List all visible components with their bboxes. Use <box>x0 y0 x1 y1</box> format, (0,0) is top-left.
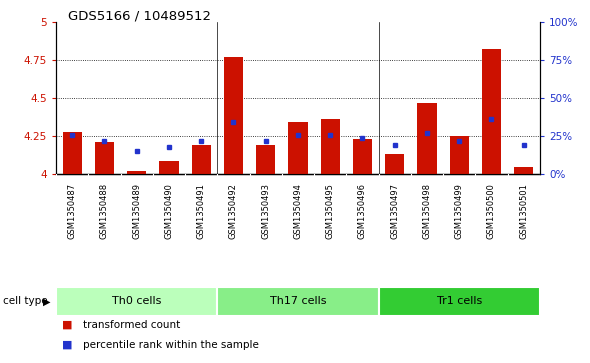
Text: GSM1350491: GSM1350491 <box>196 183 206 239</box>
Bar <box>385 154 404 174</box>
Text: GSM1350496: GSM1350496 <box>358 183 367 239</box>
Text: Th0 cells: Th0 cells <box>112 296 162 306</box>
Bar <box>289 122 307 174</box>
Text: GDS5166 / 10489512: GDS5166 / 10489512 <box>68 9 211 22</box>
Text: GSM1350492: GSM1350492 <box>229 183 238 239</box>
Bar <box>217 287 379 316</box>
Text: GSM1350494: GSM1350494 <box>293 183 303 239</box>
Text: GSM1350495: GSM1350495 <box>326 183 335 239</box>
Bar <box>159 160 179 174</box>
Bar <box>63 131 82 174</box>
Bar <box>256 145 276 174</box>
Bar <box>417 103 437 174</box>
Bar <box>224 57 243 174</box>
Text: GSM1350489: GSM1350489 <box>132 183 141 239</box>
Bar <box>353 139 372 174</box>
Text: GSM1350500: GSM1350500 <box>487 183 496 239</box>
Text: GSM1350501: GSM1350501 <box>519 183 528 239</box>
Text: GSM1350487: GSM1350487 <box>68 183 77 239</box>
Bar <box>56 287 217 316</box>
Text: GSM1350490: GSM1350490 <box>165 183 173 239</box>
Text: ■: ■ <box>62 340 73 350</box>
Bar <box>192 145 211 174</box>
Text: ▶: ▶ <box>42 296 50 306</box>
Bar <box>482 49 501 174</box>
Bar <box>320 119 340 174</box>
Text: ■: ■ <box>62 320 73 330</box>
Bar <box>95 142 114 174</box>
Bar <box>514 167 533 174</box>
Text: percentile rank within the sample: percentile rank within the sample <box>83 340 258 350</box>
Text: GSM1350498: GSM1350498 <box>422 183 431 239</box>
Text: Tr1 cells: Tr1 cells <box>437 296 482 306</box>
Text: transformed count: transformed count <box>83 320 180 330</box>
Text: GSM1350499: GSM1350499 <box>455 183 464 239</box>
Text: GSM1350493: GSM1350493 <box>261 183 270 239</box>
Text: GSM1350497: GSM1350497 <box>390 183 399 239</box>
Bar <box>450 136 469 174</box>
Text: Th17 cells: Th17 cells <box>270 296 326 306</box>
Bar <box>127 171 146 174</box>
Text: cell type: cell type <box>3 296 48 306</box>
Text: GSM1350488: GSM1350488 <box>100 183 109 239</box>
Bar <box>379 287 540 316</box>
